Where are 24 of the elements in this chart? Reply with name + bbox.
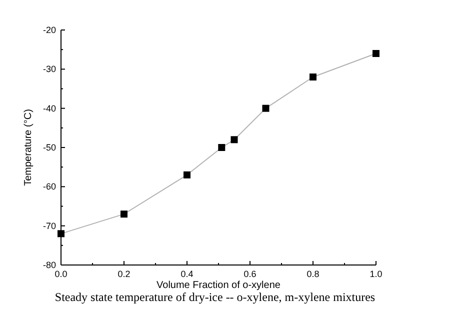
x-tick-label: 0.2 bbox=[118, 269, 130, 279]
y-tick-label: -20 bbox=[42, 25, 56, 35]
text: Steady state temperature of dry-ice -- o-xylene, m-xylene mixtures bbox=[54, 290, 376, 304]
point bbox=[372, 50, 380, 57]
y-tick-label: -50 bbox=[42, 142, 56, 152]
point bbox=[58, 230, 64, 238]
x-tick-label: 0.8 bbox=[306, 269, 320, 279]
y-tick-label: -40 bbox=[42, 103, 56, 114]
point bbox=[218, 144, 226, 151]
x-tick-label: 0.4 bbox=[180, 269, 194, 279]
point bbox=[310, 74, 316, 80]
y-axis-title: Temperature (°C) bbox=[23, 109, 34, 186]
y-tick-label: -80 bbox=[42, 260, 56, 270]
y-tick-label: -70 bbox=[42, 220, 56, 231]
point bbox=[262, 104, 270, 112]
y-tick-label: -30 bbox=[42, 64, 56, 74]
x-tick-label: 0.6 bbox=[244, 269, 256, 279]
x-tick-label: 1.0 bbox=[370, 269, 382, 279]
point bbox=[120, 210, 128, 218]
x-axis-title: Volume Fraction of o-xylene bbox=[156, 280, 281, 291]
point bbox=[230, 136, 238, 144]
y-tick-label: -60 bbox=[42, 182, 56, 192]
point bbox=[184, 171, 190, 178]
x-tick-label: 0.0 bbox=[54, 269, 68, 279]
